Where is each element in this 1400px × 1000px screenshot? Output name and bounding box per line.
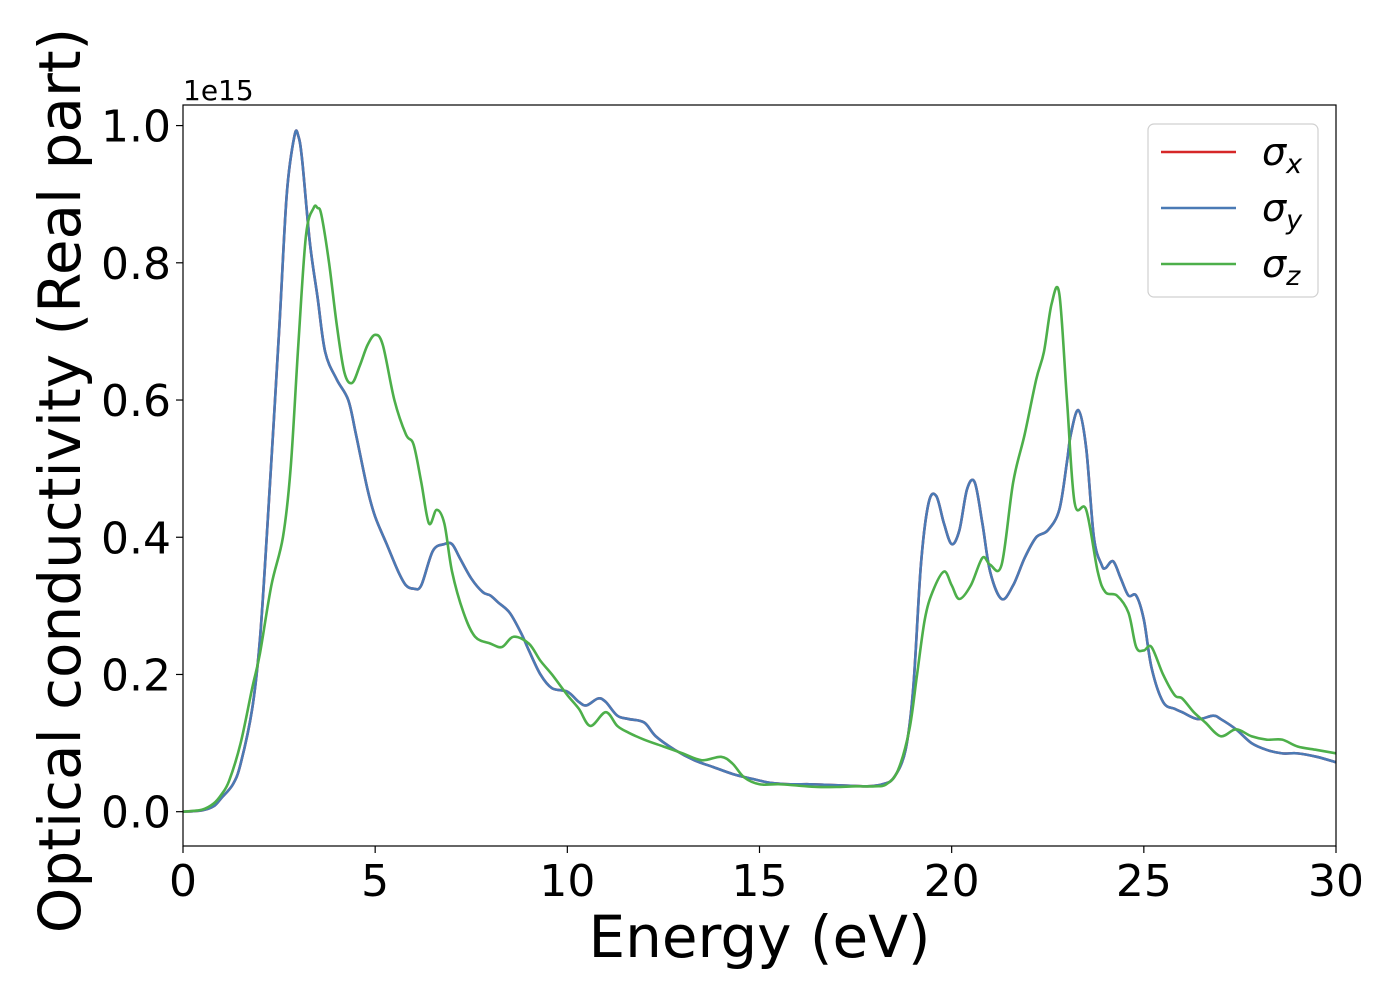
series-line-sigma-z [183,204,1336,813]
series-line-sigma-y [183,129,1336,813]
x-tick-label: 30 [1308,856,1364,907]
x-axis-title: Energy (eV) [588,903,930,971]
x-tick-label: 10 [539,856,595,907]
x-tick-label: 0 [169,856,197,907]
y-tick-label: 0.0 [101,788,171,839]
y-tick-label: 0.6 [101,376,171,427]
y-offset-label: 1e15 [183,74,254,107]
y-tick-label: 0.2 [101,650,171,701]
x-tick-label: 25 [1116,856,1172,907]
legend-label-sigma-x: σx [1262,130,1303,180]
legend: σx σy σz [1147,123,1319,298]
plot-lines [183,129,1336,813]
y-tick-label: 0.4 [101,513,171,564]
y-tick-label: 0.8 [101,239,171,290]
legend-label-sigma-z: σz [1262,242,1301,292]
legend-label-sigma-y: σy [1262,186,1303,236]
y-axis-title: Optical conductivity (Real part) [26,28,94,933]
x-tick-label: 15 [732,856,788,907]
x-tick-label: 5 [361,856,389,907]
x-axis: 0 5 10 15 20 25 30 [169,846,1364,907]
legend-box [1147,123,1319,298]
y-axis: 0.0 0.2 0.4 0.6 0.8 1.0 [101,102,183,839]
x-tick-label: 20 [924,856,980,907]
y-tick-label: 1.0 [101,102,171,153]
